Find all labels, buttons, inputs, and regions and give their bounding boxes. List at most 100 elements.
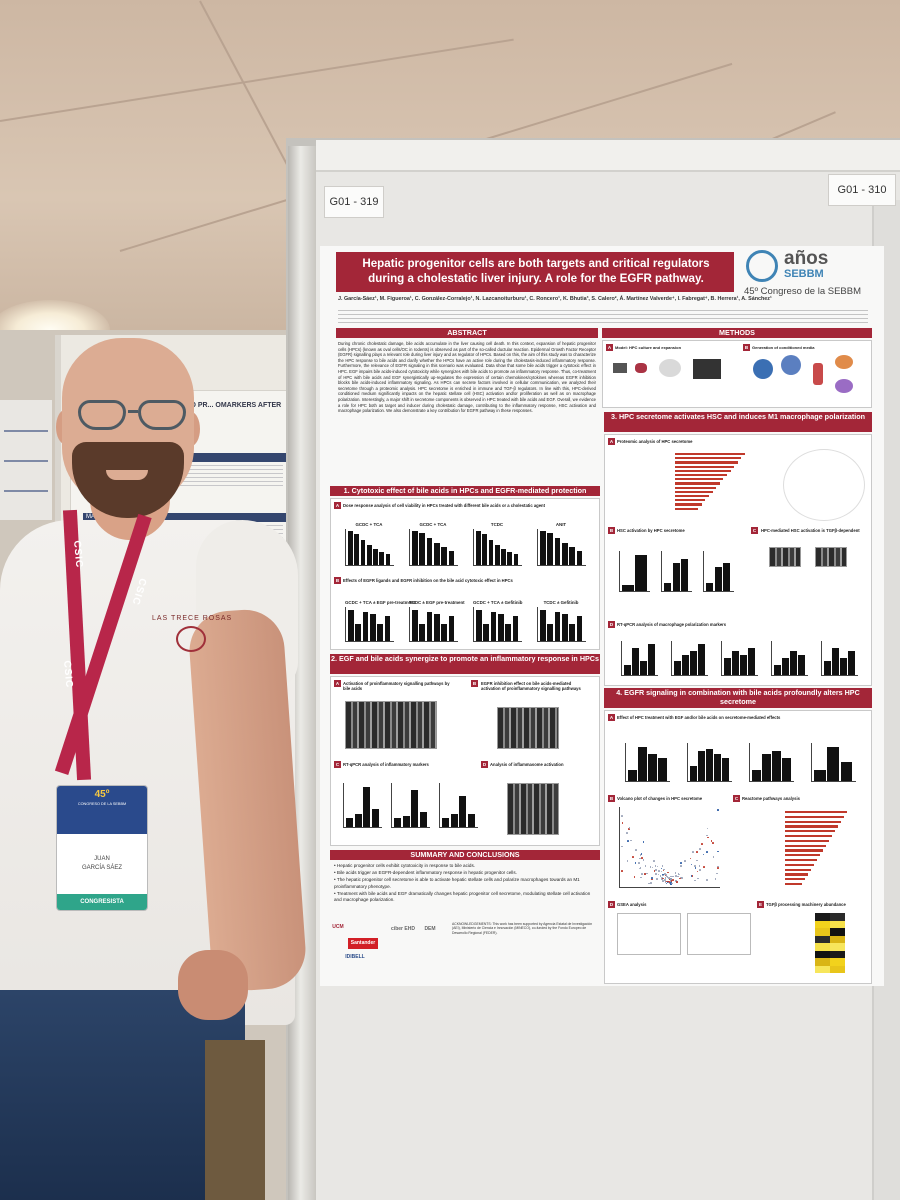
mini-bar-chart [439, 783, 478, 828]
chart-bar [622, 585, 634, 591]
scientific-poster: Hepatic progenitor cells are both target… [320, 246, 884, 986]
background-bag [205, 1040, 265, 1200]
heatmap-cell [815, 943, 830, 951]
liver-icon [635, 363, 647, 373]
volcano-point [671, 882, 673, 885]
summary-item: Hepatic progenitor cells exhibit cytotox… [334, 863, 596, 869]
volcano-point [664, 879, 667, 881]
section-2b-title: EGFR inhibition effect on bile acids-med… [481, 681, 581, 691]
chart-bar [638, 746, 647, 781]
volcano-point [651, 877, 653, 879]
chart-bar [648, 644, 655, 675]
volcano-point [675, 875, 677, 877]
acknowledgements: ACKNOWLEDGEMENTS: This work has been sup… [452, 922, 593, 935]
pathway-bar [675, 507, 699, 510]
heatmap-cell [830, 928, 845, 936]
volcano-point [689, 857, 692, 860]
chart-bar [346, 818, 353, 827]
chart-bar [370, 613, 376, 641]
pathway-bar [675, 453, 745, 456]
volcano-point [675, 879, 677, 882]
volcano-point [680, 876, 682, 879]
pathway-bar [675, 478, 724, 481]
congress-name: 45º Congreso de la SEBBM [744, 286, 862, 297]
pathway-bar [785, 811, 847, 814]
heatmap [815, 913, 845, 975]
chart-bar [540, 530, 546, 565]
chart-bar [648, 754, 657, 781]
mini-bar-chart [771, 641, 808, 676]
summary-item: Treatment with bile acids and EGF dramat… [334, 891, 596, 903]
volcano-point [646, 872, 648, 875]
poster-affiliations [338, 310, 868, 324]
volcano-point [661, 877, 663, 879]
chart-bar [576, 615, 583, 641]
chart-bar [624, 664, 631, 675]
chart-bar [752, 769, 761, 781]
volcano-point [651, 878, 653, 881]
volcano-point [642, 859, 645, 861]
mini-bar-chart [703, 551, 734, 592]
volcano-point [691, 875, 694, 877]
panel-label: E [757, 901, 764, 908]
pathway-bar [675, 474, 727, 477]
heatmap-cell [830, 958, 845, 966]
volcano-point [627, 840, 629, 842]
section-1b-charts: GCDC + TCA ± EGF pre-treatment TCDC ± EGF… [331, 585, 599, 647]
panel-label: C [733, 795, 740, 802]
volcano-point [717, 865, 719, 868]
volcano-point [664, 880, 667, 883]
pathway-bar [675, 503, 702, 506]
volcano-point [653, 870, 656, 872]
heatmap-cell [815, 958, 830, 966]
dish-icon [659, 359, 681, 377]
section-2-panel: A Activation of proinflammatory signalli… [330, 676, 600, 846]
volcano-point [672, 879, 674, 882]
heatmap-cell [830, 920, 845, 928]
volcano-point [694, 867, 697, 869]
glasses-lens [138, 400, 186, 430]
summary-item: The hepatic progenitor cell secretome is… [334, 877, 596, 889]
chart-bar [706, 748, 713, 781]
volcano-point [661, 880, 664, 882]
section-4a-title: Effect of HPC treatment with EGF and/or … [617, 715, 781, 720]
volcano-point [669, 880, 672, 882]
chart-bar [402, 816, 410, 827]
volcano-point [717, 866, 719, 869]
section-1-heading: 1. Cytotoxic effect of bile acids in HPC… [330, 486, 600, 496]
western-blot [507, 783, 559, 835]
volcano-point [712, 856, 715, 858]
chart-bar [798, 654, 805, 675]
chart-bar [366, 545, 372, 565]
section-4d-title: GSEA analysis [617, 902, 647, 907]
chart-bar [782, 658, 789, 675]
section-2c-charts [331, 769, 491, 839]
mini-bar-chart [473, 607, 522, 642]
volcano-point [655, 873, 657, 876]
smile [106, 470, 148, 480]
section-3b-charts [605, 535, 745, 615]
section-3a-title: Proteomic analysis of HPC secretome [617, 439, 693, 444]
volcano-point [703, 866, 705, 868]
chart-bar [848, 651, 855, 675]
volcano-point [707, 836, 709, 839]
section-3d-charts [605, 629, 871, 683]
mini-bar-chart [749, 743, 794, 782]
mini-bar-chart [811, 743, 856, 782]
panel-label: B [608, 795, 615, 802]
chart-bar [814, 769, 826, 781]
chart-bar [494, 545, 500, 565]
western-blot [815, 547, 847, 567]
poster-authors: J. García-Sáez¹, M. Figueroa¹, C. Gonzál… [338, 296, 772, 302]
section-4c-title: Reactome pathways analysis [742, 796, 800, 801]
chart-bar [690, 765, 697, 781]
volcano-point [678, 873, 681, 876]
mouse-icon [613, 363, 627, 373]
section-1a-charts: GCDC + TCA GCDC + TCA TCDC ANIT [331, 509, 599, 571]
volcano-point [661, 878, 663, 881]
chart-bar [774, 664, 781, 675]
volcano-point [669, 878, 671, 881]
section-4-panel: A Effect of HPC treatment with EGF and/o… [604, 710, 872, 984]
chart-bar [419, 532, 426, 565]
volcano-point [693, 865, 696, 867]
